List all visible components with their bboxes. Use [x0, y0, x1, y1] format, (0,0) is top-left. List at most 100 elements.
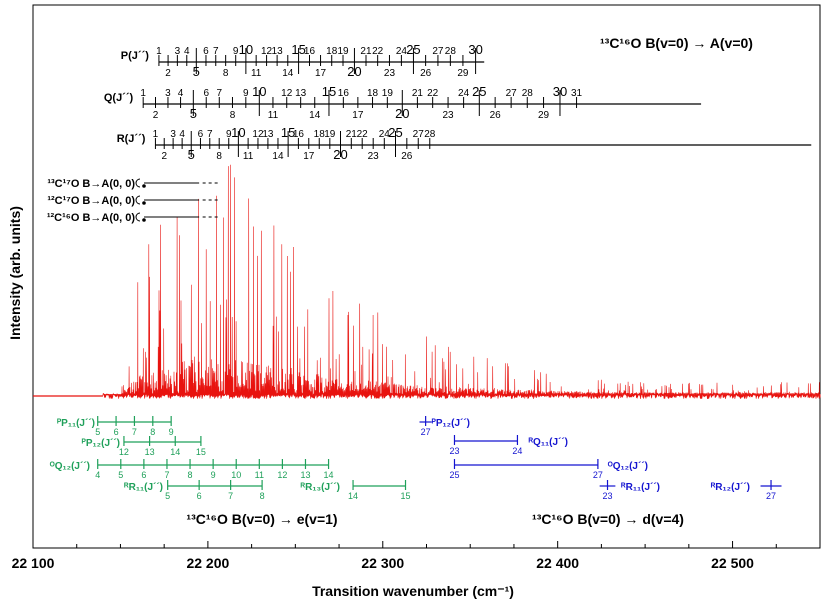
perturbation-label: ᴿQ₁₁(J´´)	[528, 437, 568, 448]
ladder-label-Q: 31	[571, 88, 583, 99]
perturbation-tick-label: 14	[324, 470, 334, 480]
ladder-label-Q: 5	[190, 106, 197, 121]
ladder-label-P: 2	[165, 68, 171, 79]
y-axis-label: Intensity (arb. units)	[7, 206, 23, 340]
ladder-label-R: 7	[207, 129, 213, 140]
x-tick-label: 22 200	[186, 555, 229, 571]
perturbation-tick-label: 8	[150, 427, 155, 437]
ladder-label-Q: 21	[412, 88, 424, 99]
perturbation-tick-label: 14	[348, 491, 358, 501]
perturbation-label: ᴼQ₁₂(J´´)	[608, 461, 648, 472]
ladder-label-P: 6	[203, 46, 209, 57]
ladder-label-R: 25	[388, 125, 402, 140]
perturbation-tick-label: 25	[449, 470, 459, 480]
ladder-label-R: 3	[170, 129, 176, 140]
ladder-label-P: 11	[251, 68, 262, 79]
ladder-label-R: 21	[346, 129, 358, 140]
ladder-label-Q: 18	[367, 88, 379, 99]
ladder-label-P: 10	[239, 42, 253, 57]
ladder-label-Q: 30	[553, 84, 567, 99]
perturbation-tick-label: 6	[141, 470, 146, 480]
perturbation-tick-label: 15	[401, 491, 411, 501]
isotopologue-hook	[135, 195, 141, 205]
perturbation-label: ᴿR₁₁(J´´)	[124, 482, 163, 493]
ladder-label-R: 16	[293, 129, 305, 140]
ladder-label-P: 12	[261, 46, 273, 57]
ladder-label-Q: 9	[243, 88, 249, 99]
ladder-label-Q: 16	[338, 88, 350, 99]
ladder-label-R: 28	[424, 129, 436, 140]
ladder-label-P: 8	[223, 68, 229, 79]
ladder-label-Q: 23	[442, 110, 454, 121]
ladder-label-Q: 19	[382, 88, 394, 99]
perturbation-tick-label: 13	[300, 470, 310, 480]
ladder-label-Q: 1	[140, 88, 146, 99]
isotopologue-label: ¹²C¹⁷O B→A(0, 0)	[47, 195, 135, 207]
perturbation-tick-label: 8	[260, 491, 265, 501]
ladder-label-Q: 20	[395, 106, 409, 121]
ladder-label-R: 4	[179, 129, 185, 140]
ladder-label-R: 27	[413, 129, 425, 140]
ladder-label-R: 24	[379, 129, 391, 140]
perturbation-tick-label: 11	[255, 470, 264, 480]
ladder-label-R: 11	[243, 151, 254, 162]
isotopologue-hook	[135, 212, 141, 222]
x-tick-label: 22 300	[361, 555, 404, 571]
ladder-label-P: 27	[432, 46, 444, 57]
isotopologue-hook	[135, 178, 141, 188]
isotopologue-label: ¹²C¹⁶O B→A(0, 0)	[47, 212, 136, 224]
ladder-label-Q: 22	[427, 88, 439, 99]
perturbation-tick-label: 9	[169, 427, 174, 437]
ladder-label-P: 7	[213, 46, 219, 57]
ladder-label-P: 13	[272, 46, 284, 57]
ladder-label-R: 20	[333, 147, 347, 162]
ladder-label-Q: 15	[322, 84, 336, 99]
ladder-label-P: 3	[175, 46, 181, 57]
ladder-label-R: 22	[357, 129, 369, 140]
perturbation-tick-label: 27	[766, 491, 776, 501]
ladder-label-Q: 10	[252, 84, 266, 99]
ladder-label-Q: 28	[522, 88, 534, 99]
perturbation-tick-label: 27	[593, 470, 603, 480]
ladder-label-Q: 4	[178, 88, 184, 99]
perturbation-tick-label: 14	[170, 447, 180, 457]
perturbation-tick-label: 7	[228, 491, 233, 501]
ladder-label-P: 26	[420, 68, 432, 79]
perturbation-tick-label: 23	[449, 446, 459, 456]
perturbation-label: ᴼQ₁₂(J´´)	[50, 461, 90, 472]
perturbation-tick-label: 12	[119, 447, 129, 457]
ladder-label-Q: 17	[352, 110, 364, 121]
ladder-label-P: 20	[347, 64, 361, 79]
ladder-label-Q: 29	[538, 110, 550, 121]
ladder-label-P: 24	[396, 46, 408, 57]
ladder-label-P: 23	[384, 68, 396, 79]
ladder-label-R: 23	[368, 151, 380, 162]
ladder-label-P: 22	[372, 46, 384, 57]
perturbation-tick-label: 7	[132, 427, 137, 437]
ladder-label-P: 29	[457, 68, 469, 79]
ladder-label-R: 26	[401, 151, 413, 162]
isotopologue-dot	[142, 218, 146, 222]
ladder-label-R: 15	[281, 125, 295, 140]
x-axis-label: Transition wavenumber (cm⁻¹)	[312, 583, 514, 599]
ladder-label-P: 16	[304, 46, 316, 57]
ladder-label-P: 9	[233, 46, 239, 57]
ladder-label-P: 14	[282, 68, 294, 79]
ladder-label-R: 18	[314, 129, 326, 140]
ladder-label-R: 17	[303, 151, 315, 162]
ladder-label-Q: 6	[203, 88, 209, 99]
ladder-label-P: 30	[468, 42, 482, 57]
perturbation-label: ᴿR₁₁(J´´)	[621, 482, 660, 493]
ladder-label-P: 19	[337, 46, 349, 57]
ladder-label-P: 4	[184, 46, 190, 57]
spectrum-layer	[33, 164, 821, 400]
ladder-label-P: 28	[445, 46, 457, 57]
perturbation-tick-label: 13	[145, 447, 155, 457]
ladder-label-R: 1	[153, 129, 159, 140]
perturbation-label: ᴿR₁₃(J´´)	[301, 482, 340, 493]
ladder-label-R: 8	[216, 151, 222, 162]
ladder-label-Q: 11	[268, 110, 279, 121]
